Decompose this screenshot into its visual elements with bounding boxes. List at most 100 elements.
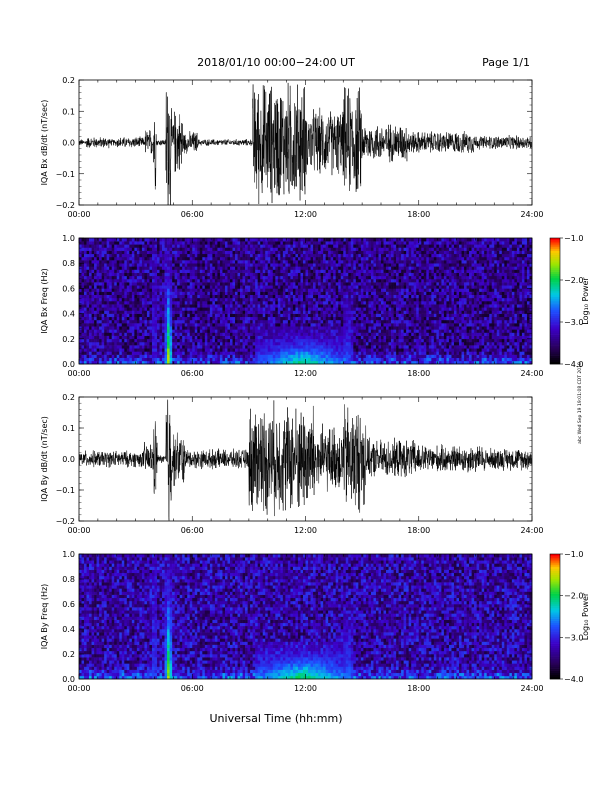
spectrogram-cell — [325, 294, 329, 299]
spectrogram-cell — [308, 326, 311, 330]
spectrogram-cell — [164, 326, 168, 330]
spectrogram-cell — [162, 348, 165, 352]
spectrogram-cell — [232, 357, 236, 362]
spectrogram-cell — [111, 282, 115, 286]
spectrogram-cell — [169, 285, 173, 289]
spectrogram-cell — [106, 260, 110, 264]
spectrogram-cell — [194, 310, 198, 314]
spectrogram-cell — [313, 335, 316, 340]
spectrogram-cell — [119, 266, 123, 270]
spectrogram-cell — [214, 250, 218, 255]
spectrogram-cell — [144, 338, 148, 343]
spectrogram-cell — [157, 282, 160, 286]
spectrogram-cell — [353, 297, 357, 302]
spectrogram-cell — [348, 345, 352, 349]
spectrogram-cell — [308, 241, 311, 245]
spectrogram-cell — [338, 351, 342, 355]
spectrogram-cell — [350, 335, 354, 340]
spectrogram-cell — [91, 313, 95, 318]
spectrogram-cell — [169, 297, 173, 302]
spectrogram-cell — [187, 335, 191, 340]
spectrogram-cell — [111, 263, 115, 267]
spectrogram-cell — [360, 250, 364, 255]
spectrogram-cell — [202, 256, 206, 261]
spectrogram-cell — [287, 269, 291, 273]
spectrogram-cell — [345, 247, 349, 251]
spectrogram-cell — [297, 338, 301, 343]
spectrogram-cell — [91, 278, 95, 283]
spectrogram-cell — [134, 338, 138, 343]
spectrogram-cell — [330, 263, 334, 267]
spectrogram-cell — [272, 307, 276, 311]
spectrogram-cell — [353, 269, 357, 273]
spectrogram-cell — [116, 326, 120, 330]
spectrogram-cell — [310, 282, 314, 286]
spectrogram-cell — [204, 323, 208, 327]
spectrogram-cell — [139, 250, 143, 255]
spectrogram-cell — [172, 294, 175, 299]
spectrogram-cell — [202, 360, 206, 365]
spectrogram-cell — [242, 316, 246, 321]
spectrogram-cell — [330, 323, 334, 327]
spectrogram-cell — [212, 263, 216, 267]
spectrogram-cell — [245, 307, 248, 311]
spectrogram-cell — [187, 278, 191, 283]
spectrogram-cell — [335, 307, 339, 311]
spectrogram-cell — [265, 326, 269, 330]
spectrogram-cell — [94, 332, 97, 336]
spectrogram-cell — [270, 269, 274, 273]
spectrogram-cell — [109, 316, 113, 321]
spectrogram-cell — [121, 291, 125, 295]
spectrogram-cell — [139, 263, 143, 267]
spectrogram-cell — [378, 275, 382, 280]
spectrogram-cell — [124, 345, 128, 349]
spectrogram-cell — [159, 310, 163, 314]
spectrogram-cell — [235, 282, 238, 286]
spectrogram-cell — [141, 351, 145, 355]
spectrogram-cell — [222, 307, 226, 311]
spectrogram-cell — [81, 345, 85, 349]
spectrogram-cell — [280, 304, 284, 308]
spectrogram-cell — [81, 313, 85, 318]
spectrogram-cell — [297, 307, 301, 311]
spectrogram-cell — [194, 272, 198, 277]
spectrogram-cell — [184, 329, 188, 333]
spectrogram-cell — [182, 291, 185, 295]
spectrogram-cell — [114, 307, 118, 311]
spectrogram-cell — [179, 357, 183, 362]
spectrogram-cell — [330, 313, 334, 318]
spectrogram-cell — [240, 269, 243, 273]
spectrogram-cell — [207, 260, 211, 264]
spectrogram-cell — [141, 341, 145, 346]
spectrogram-cell — [194, 297, 198, 302]
spectrogram-cell — [162, 247, 165, 251]
spectrogram-cell — [162, 304, 165, 308]
spectrogram-cell — [355, 291, 359, 295]
spectrogram-cell — [194, 294, 198, 299]
spectrogram-cell — [358, 329, 362, 333]
spectrogram-cell — [297, 332, 301, 336]
spectrogram-cell — [343, 247, 347, 251]
spectrogram-cell — [287, 256, 291, 261]
spectrogram-cell — [333, 291, 336, 295]
spectrogram-cell — [363, 357, 367, 362]
spectrogram-cell — [368, 297, 372, 302]
spectrogram-cell — [154, 266, 158, 270]
spectrogram-cell — [96, 278, 100, 283]
spectrogram-cell — [338, 357, 342, 362]
spectrogram-cell — [355, 278, 359, 283]
spectrogram-cell — [247, 253, 251, 258]
spectrogram-cell — [262, 307, 266, 311]
spectrogram-cell — [151, 332, 155, 336]
spectrogram-cell — [277, 335, 281, 340]
spectrogram-cell — [99, 357, 102, 362]
spectrogram-cell — [340, 310, 344, 314]
spectrogram-cell — [154, 238, 158, 242]
spectrogram-cell — [159, 360, 163, 365]
spectrogram-cell — [245, 335, 248, 340]
spectrogram-cell — [106, 307, 110, 311]
spectrogram-cell — [144, 329, 148, 333]
spectrogram-cell — [252, 354, 256, 358]
spectrogram-cell — [111, 291, 115, 295]
spectrogram-cell — [151, 297, 155, 302]
